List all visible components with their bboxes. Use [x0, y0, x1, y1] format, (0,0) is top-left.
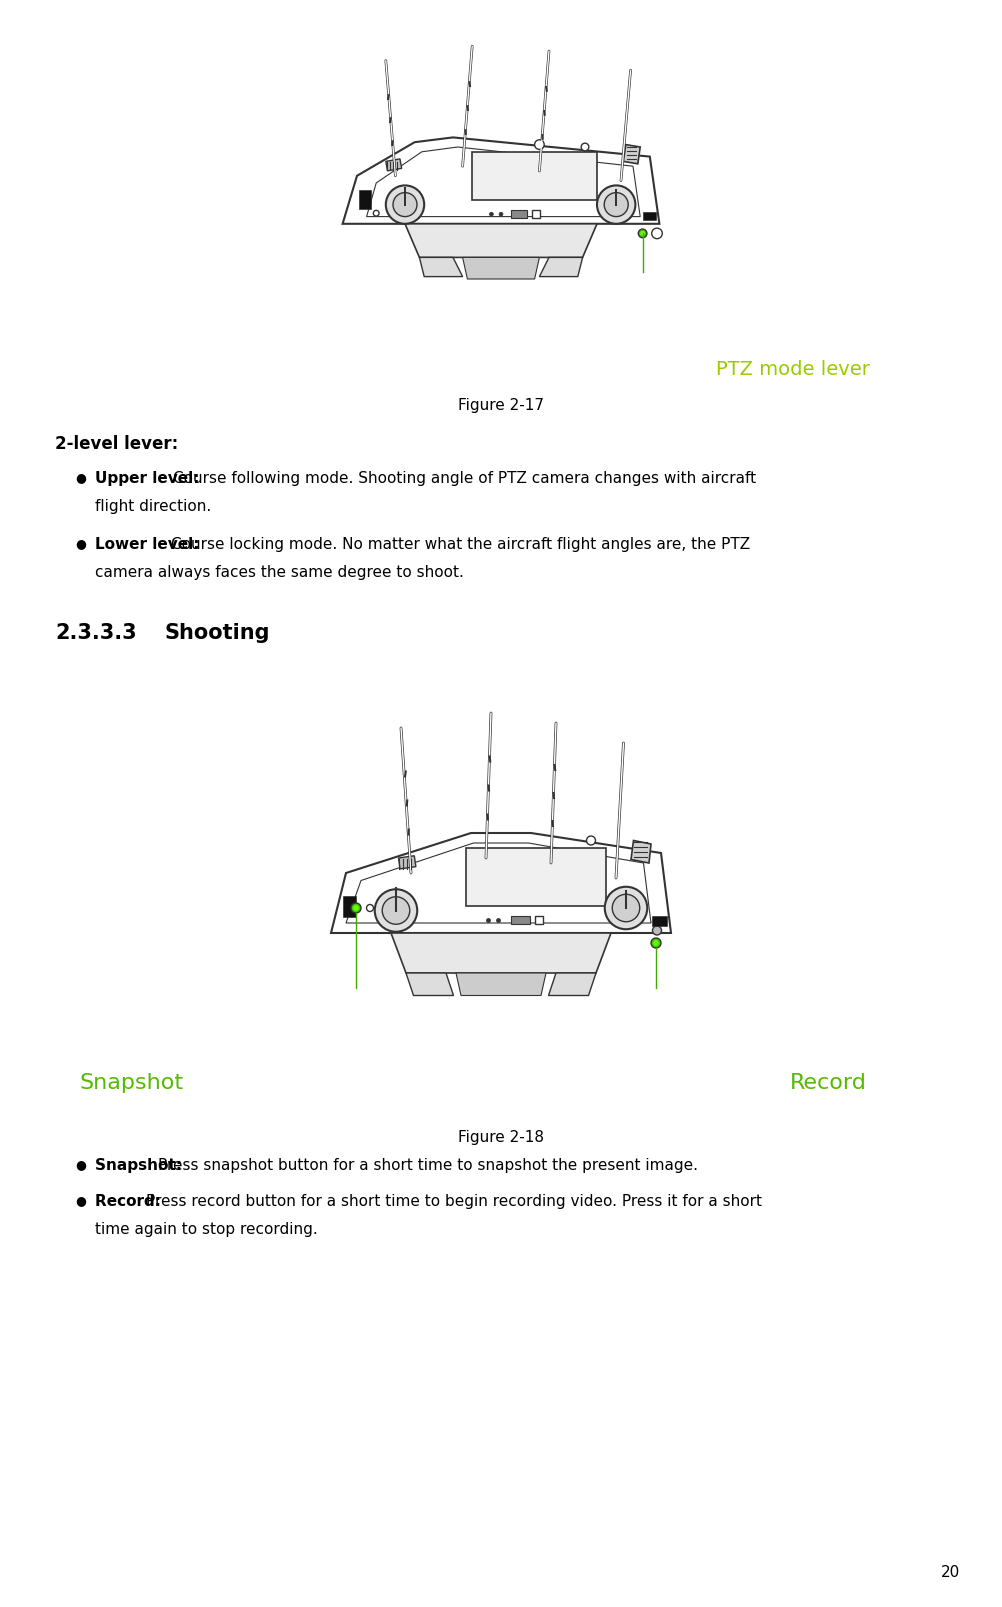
Polygon shape: [548, 972, 596, 995]
Polygon shape: [343, 138, 659, 223]
Text: flight direction.: flight direction.: [95, 500, 211, 514]
Bar: [652, 916, 667, 926]
Bar: [360, 190, 372, 209]
Text: ●: ●: [75, 471, 86, 484]
Text: camera always faces the same degree to shoot.: camera always faces the same degree to s…: [95, 566, 464, 580]
Ellipse shape: [605, 887, 647, 929]
Text: ●: ●: [75, 537, 86, 550]
Polygon shape: [472, 151, 597, 199]
Text: Upper level:: Upper level:: [95, 471, 204, 485]
Ellipse shape: [487, 919, 491, 922]
Ellipse shape: [586, 836, 595, 845]
Text: Record:: Record:: [95, 1194, 166, 1208]
Polygon shape: [623, 145, 640, 164]
Ellipse shape: [367, 905, 374, 911]
Text: 20: 20: [941, 1565, 960, 1580]
Bar: [535, 916, 543, 924]
Bar: [511, 916, 530, 924]
Polygon shape: [466, 848, 606, 905]
Ellipse shape: [393, 193, 417, 217]
Polygon shape: [631, 840, 651, 863]
Ellipse shape: [382, 897, 410, 924]
Polygon shape: [391, 934, 611, 972]
Polygon shape: [539, 257, 582, 276]
Ellipse shape: [386, 185, 424, 223]
Ellipse shape: [375, 889, 417, 932]
Ellipse shape: [351, 903, 361, 913]
Polygon shape: [406, 972, 454, 995]
Ellipse shape: [653, 940, 658, 947]
Ellipse shape: [490, 212, 493, 215]
Ellipse shape: [535, 140, 544, 149]
Ellipse shape: [497, 919, 501, 922]
Text: Press snapshot button for a short time to snapshot the present image.: Press snapshot button for a short time t…: [158, 1159, 698, 1173]
Text: time again to stop recording.: time again to stop recording.: [95, 1221, 318, 1237]
Ellipse shape: [499, 212, 503, 215]
Text: Course locking mode. No matter what the aircraft flight angles are, the PTZ: Course locking mode. No matter what the …: [171, 537, 750, 551]
Text: ●: ●: [75, 1194, 86, 1207]
Polygon shape: [331, 832, 671, 934]
Bar: [642, 212, 656, 220]
Text: Snapshot:: Snapshot:: [95, 1159, 187, 1173]
Ellipse shape: [581, 143, 589, 151]
Text: Record: Record: [790, 1073, 867, 1093]
Text: Snapshot: Snapshot: [80, 1073, 184, 1093]
Ellipse shape: [651, 938, 661, 948]
Bar: [511, 211, 527, 219]
Text: 2.3.3.3: 2.3.3.3: [55, 624, 136, 643]
Ellipse shape: [597, 185, 635, 223]
Text: Lower level:: Lower level:: [95, 537, 204, 551]
Text: Figure 2-17: Figure 2-17: [458, 399, 544, 413]
Ellipse shape: [374, 211, 379, 215]
Bar: [344, 895, 356, 916]
Ellipse shape: [640, 231, 645, 236]
Bar: [399, 857, 416, 869]
Ellipse shape: [638, 230, 647, 238]
Ellipse shape: [651, 228, 662, 239]
Text: ●: ●: [75, 1159, 86, 1172]
Text: Figure 2-18: Figure 2-18: [458, 1130, 544, 1146]
Polygon shape: [456, 972, 546, 995]
Polygon shape: [420, 257, 463, 276]
Bar: [532, 211, 540, 219]
Ellipse shape: [363, 198, 371, 207]
Text: Press record button for a short time to begin recording video. Press it for a sh: Press record button for a short time to …: [146, 1194, 762, 1208]
Ellipse shape: [604, 193, 628, 217]
Text: Course following mode. Shooting angle of PTZ camera changes with aircraft: Course following mode. Shooting angle of…: [173, 471, 757, 485]
Polygon shape: [405, 223, 597, 257]
Bar: [386, 159, 402, 170]
Text: PTZ mode lever: PTZ mode lever: [716, 360, 870, 379]
Ellipse shape: [354, 905, 359, 911]
Text: Shooting: Shooting: [165, 624, 271, 643]
Text: 2-level lever:: 2-level lever:: [55, 435, 178, 453]
Polygon shape: [463, 257, 539, 280]
Ellipse shape: [612, 893, 639, 922]
Ellipse shape: [652, 926, 661, 935]
